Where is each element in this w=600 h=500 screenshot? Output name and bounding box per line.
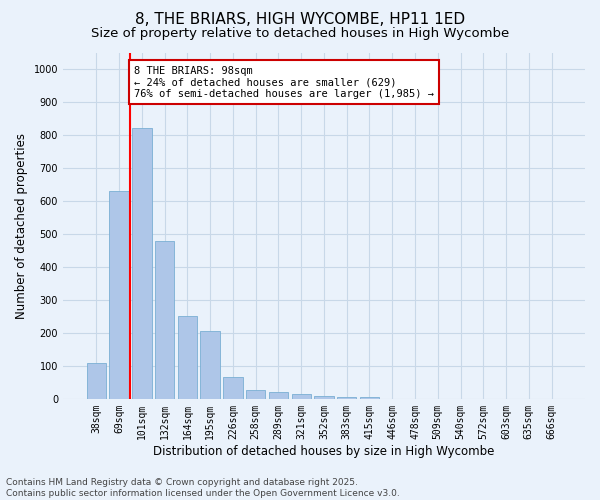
Bar: [269, 392, 288, 399]
Bar: [178, 316, 197, 399]
Text: 8 THE BRIARS: 98sqm
← 24% of detached houses are smaller (629)
76% of semi-detac: 8 THE BRIARS: 98sqm ← 24% of detached ho…: [134, 66, 434, 99]
Bar: [86, 363, 106, 399]
Bar: [292, 394, 311, 399]
Bar: [109, 192, 129, 399]
Bar: [337, 396, 356, 399]
Bar: [200, 330, 220, 399]
Text: 8, THE BRIARS, HIGH WYCOMBE, HP11 1ED: 8, THE BRIARS, HIGH WYCOMBE, HP11 1ED: [135, 12, 465, 28]
Bar: [246, 390, 265, 399]
Bar: [155, 240, 174, 399]
Y-axis label: Number of detached properties: Number of detached properties: [15, 132, 28, 318]
Bar: [314, 396, 334, 399]
Text: Contains HM Land Registry data © Crown copyright and database right 2025.
Contai: Contains HM Land Registry data © Crown c…: [6, 478, 400, 498]
X-axis label: Distribution of detached houses by size in High Wycombe: Distribution of detached houses by size …: [153, 444, 494, 458]
Bar: [223, 378, 242, 399]
Bar: [132, 128, 152, 399]
Text: Size of property relative to detached houses in High Wycombe: Size of property relative to detached ho…: [91, 28, 509, 40]
Bar: [360, 397, 379, 399]
